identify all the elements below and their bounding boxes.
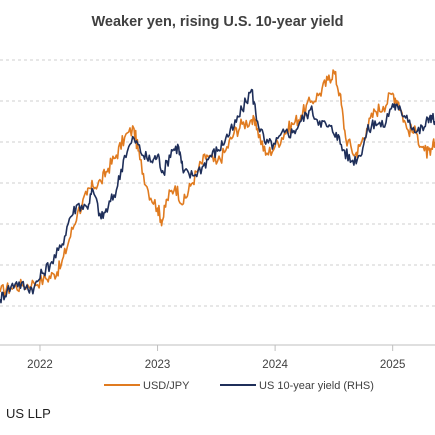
chart-title: Weaker yen, rising U.S. 10-year yield — [91, 14, 344, 30]
legend: USD/JPY US 10-year yield (RHS) — [104, 380, 374, 392]
x-axis-ticks: 2022 2023 2024 2025 — [27, 345, 405, 371]
grid-lines — [0, 59, 435, 346]
legend-label-1: US 10-year yield (RHS) — [259, 380, 374, 392]
x-tick-label-2022: 2022 — [27, 359, 53, 371]
x-tick-label-2024: 2024 — [262, 359, 288, 371]
footer-text: US LLP — [6, 406, 51, 421]
x-tick-label-2023: 2023 — [145, 359, 171, 371]
x-tick-label-2025: 2025 — [380, 359, 406, 371]
series-layer — [0, 69, 435, 304]
legend-label-0: USD/JPY — [143, 380, 190, 392]
series-line-us10y — [0, 88, 435, 304]
